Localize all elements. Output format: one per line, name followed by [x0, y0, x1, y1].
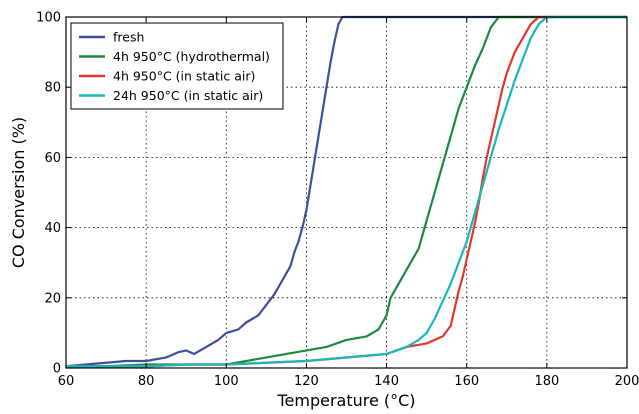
legend-box	[70, 22, 284, 110]
series-line-1	[65, 15, 627, 368]
y-tick-label: 100	[36, 11, 61, 26]
y-axis-title: CO Conversion (%)	[9, 117, 28, 268]
x-tick-label: 200	[615, 374, 639, 389]
x-tick-label: 180	[534, 374, 559, 389]
x-tick-label: 160	[454, 374, 479, 389]
legend-label: 4h 950°C (in static air)	[113, 69, 255, 84]
x-axis-title: Temperature (°C)	[276, 391, 415, 410]
x-tick-label: 80	[138, 374, 155, 389]
legend: fresh 4h 950°C (hydrothermal) 4h 950°C (in…	[70, 22, 284, 110]
x-tick-label: 100	[214, 374, 239, 389]
plot-frame	[65, 16, 628, 369]
axis-ticks: 60 80 100 120 140 160 180 200 0 20 40 60 80 100	[36, 11, 639, 390]
legend-label: fresh	[113, 30, 144, 45]
series-line-2	[66, 15, 627, 368]
x-tick-label: 60	[58, 374, 75, 389]
y-tick-label: 0	[53, 362, 61, 377]
series-lines	[65, 15, 627, 368]
y-tick-label: 20	[44, 291, 61, 306]
x-tick-label: 140	[374, 374, 399, 389]
legend-label: 4h 950°C (hydrothermal)	[113, 49, 270, 64]
legend-label: 24h 950°C (in static air)	[113, 88, 263, 103]
series-line-4	[66, 15, 627, 368]
y-tick-label: 80	[44, 81, 61, 96]
y-tick-label: 60	[44, 151, 61, 166]
x-tick-label: 120	[294, 374, 319, 389]
y-tick-label: 40	[44, 221, 61, 236]
